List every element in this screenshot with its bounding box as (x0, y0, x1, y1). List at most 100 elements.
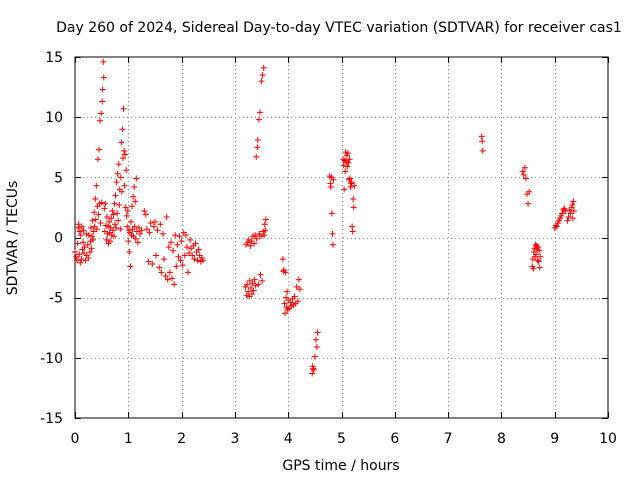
data-point (92, 195, 99, 202)
data-point (172, 232, 179, 239)
data-point (118, 139, 125, 146)
y-tick-label: -15 (40, 411, 63, 427)
data-point (169, 275, 176, 282)
data-point (129, 203, 136, 210)
data-point (84, 241, 91, 248)
data-point (255, 281, 262, 288)
data-point (327, 180, 334, 187)
data-point (157, 221, 164, 228)
data-point (105, 223, 112, 230)
data-point (111, 200, 118, 207)
data-point (350, 204, 357, 211)
data-point (330, 176, 337, 183)
data-point (164, 276, 171, 283)
data-point (166, 269, 173, 276)
data-point (159, 230, 166, 237)
data-point (102, 200, 109, 207)
data-point (110, 211, 117, 218)
y-tick-label: 0 (54, 231, 63, 247)
data-point (109, 208, 116, 215)
data-point (125, 238, 132, 245)
data-point (79, 239, 86, 246)
x-tick-label: 8 (497, 431, 506, 447)
data-point (100, 58, 107, 65)
data-point (142, 211, 149, 218)
y-tick-label: 10 (45, 110, 63, 126)
data-point (570, 208, 577, 215)
data-point (99, 98, 106, 105)
data-point (259, 72, 266, 79)
data-point (131, 223, 138, 230)
data-point (120, 105, 127, 112)
data-point (479, 147, 486, 154)
data-point (115, 217, 122, 224)
data-point (127, 263, 134, 270)
data-point (195, 246, 202, 253)
data-point (133, 228, 140, 235)
data-point (93, 226, 100, 233)
data-point (90, 228, 97, 235)
data-point (123, 167, 130, 174)
data-point (187, 236, 194, 243)
data-point (176, 233, 183, 240)
data-point (347, 183, 354, 190)
data-point (329, 230, 336, 237)
data-point (138, 227, 145, 234)
data-point (77, 232, 84, 239)
data-point (525, 200, 532, 207)
data-point (252, 232, 259, 239)
data-point (76, 228, 83, 235)
data-point (293, 283, 300, 290)
data-point (255, 116, 262, 123)
data-point (328, 210, 335, 217)
data-point (536, 247, 543, 254)
y-tick-labels: -15 -10 -5 0 5 10 15 (40, 50, 63, 427)
data-point (103, 236, 110, 243)
data-point (247, 242, 254, 249)
data-point (258, 78, 265, 85)
data-point (95, 146, 102, 153)
data-point (110, 233, 117, 240)
data-point (251, 276, 258, 283)
y-tick-label: -5 (49, 291, 63, 307)
data-point (80, 227, 87, 234)
data-point (282, 310, 289, 317)
data-point (313, 344, 320, 351)
data-point (83, 230, 90, 237)
data-point (153, 252, 160, 259)
data-point (174, 241, 181, 248)
data-point (340, 162, 347, 169)
data-point (349, 228, 356, 235)
data-point (101, 205, 108, 212)
data-point (149, 260, 156, 267)
data-point (533, 251, 540, 258)
data-point (567, 210, 574, 217)
axis-ticks (75, 57, 609, 419)
data-point (118, 188, 125, 195)
data-point (295, 276, 302, 283)
grid-lines (75, 57, 608, 418)
data-point (199, 257, 206, 264)
data-point (95, 211, 102, 218)
data-point (103, 214, 110, 221)
data-point (536, 264, 543, 271)
data-point (97, 117, 104, 124)
data-point (281, 300, 288, 307)
x-tick-label: 3 (230, 431, 239, 447)
data-point (107, 238, 114, 245)
data-point (90, 236, 97, 243)
data-point (87, 224, 94, 231)
data-point (76, 251, 83, 258)
data-point (92, 216, 99, 223)
data-point (314, 329, 321, 336)
data-point (553, 223, 560, 230)
data-point (248, 291, 255, 298)
data-point (141, 208, 148, 215)
data-point (245, 236, 252, 243)
data-point (519, 168, 526, 175)
data-point (132, 198, 139, 205)
data-point (520, 171, 527, 178)
data-point (75, 221, 82, 228)
data-point (282, 269, 289, 276)
data-point (175, 253, 182, 260)
